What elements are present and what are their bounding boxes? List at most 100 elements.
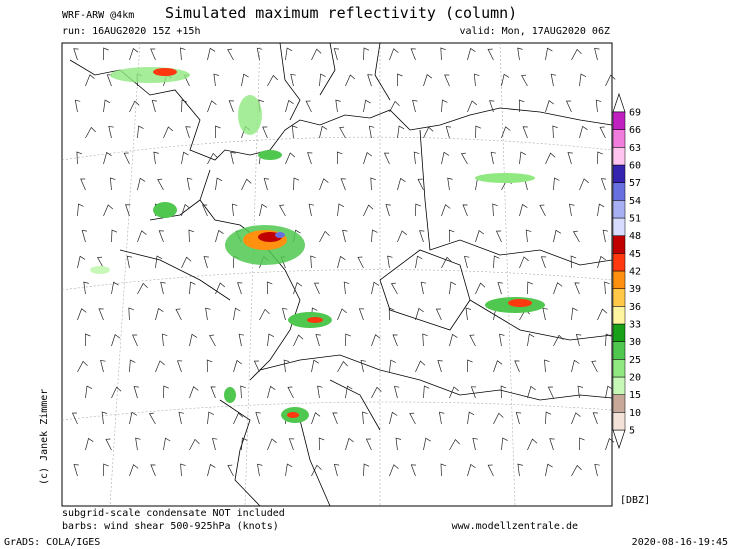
wind-barb (501, 126, 511, 139)
wind-barb (203, 256, 209, 269)
colorbar-end (612, 92, 626, 113)
wind-barb (449, 386, 459, 399)
colorbar-label: 51 (629, 214, 641, 225)
wind-barb (241, 178, 252, 191)
wind-barb (207, 411, 214, 425)
wind-barb (594, 47, 600, 61)
wind-barb (579, 73, 587, 87)
wind-barb (570, 255, 577, 269)
wind-barb (233, 412, 244, 425)
wind-barb (363, 152, 373, 165)
wind-barb (415, 360, 426, 373)
wind-barb (310, 255, 316, 269)
wind-barb (412, 99, 418, 113)
wind-barb (368, 125, 375, 139)
wind-barb (371, 229, 378, 243)
colorbar-label: 69 (629, 108, 641, 119)
colorbar-box (612, 341, 626, 360)
wind-barb (339, 126, 346, 139)
colorbar: 5 10 15 20 25 30 33 36 39 42 45 48 51 54 57 60 63 66 69 (612, 92, 641, 450)
wind-barb (465, 307, 472, 321)
colorbar-label: 33 (629, 320, 641, 331)
wind-barb (437, 360, 443, 373)
wind-barb (567, 152, 573, 165)
wind-barb (441, 99, 448, 113)
wind-barb (207, 463, 216, 477)
wind-barb (227, 48, 234, 61)
wind-barb (333, 48, 340, 61)
wind-barb (363, 463, 370, 477)
wind-barb (285, 152, 296, 165)
colorbar-box (612, 200, 626, 219)
wind-barb (444, 74, 450, 87)
colorbar-label: 36 (629, 302, 641, 313)
wind-barb (337, 255, 346, 269)
wind-barb (487, 48, 494, 61)
wind-barb (308, 203, 315, 217)
wind-barb (397, 230, 407, 243)
wind-barb (189, 333, 198, 347)
reflectivity (90, 67, 545, 423)
wind-barb (519, 256, 529, 269)
wind-barb (519, 151, 527, 165)
wind-barb (137, 230, 147, 243)
wind-barb (345, 74, 356, 87)
map-frame (61, 42, 613, 507)
wind-barb (441, 204, 451, 217)
wind-barb (342, 229, 348, 243)
wind-barb (129, 100, 140, 113)
wind-barb (397, 177, 406, 191)
colorbar-box (612, 182, 626, 201)
wind-barb (293, 334, 304, 347)
wind-barb (472, 437, 478, 451)
wind-barb (279, 204, 286, 217)
wind-barb (409, 412, 416, 425)
wind-barb (129, 411, 137, 425)
wind-barb (150, 48, 156, 61)
wind-barb (103, 204, 114, 217)
wind-barb (129, 464, 139, 477)
colorbar-box (612, 129, 626, 148)
wind-barb (181, 256, 192, 269)
wind-barb (111, 334, 121, 347)
wind-barb (387, 255, 393, 269)
wind-barb (605, 385, 613, 399)
wind-barb (206, 359, 213, 373)
wind-barb (287, 386, 294, 399)
wind-barb (415, 255, 423, 269)
wind-barb (180, 463, 186, 477)
wind-barb (77, 360, 88, 373)
wind-barb (415, 307, 424, 321)
wind-barb (181, 99, 188, 113)
wind-barb (85, 333, 91, 347)
wind-barb (103, 47, 109, 61)
wind-barb (311, 464, 322, 477)
wind-barb (501, 437, 508, 451)
wind-barb (599, 126, 606, 139)
wind-barb (577, 385, 584, 399)
wind-barb (175, 308, 182, 321)
wind-barb (569, 203, 575, 217)
wind-barb (527, 385, 536, 399)
wind-barb (227, 464, 234, 477)
wind-barb (155, 307, 164, 321)
wind-barb (282, 307, 288, 321)
wind-barb (591, 360, 598, 373)
wind-barb (449, 439, 460, 451)
wind-barb (389, 100, 400, 113)
wind-barb (597, 255, 606, 269)
wind-barb (108, 125, 114, 139)
wind-barb (255, 412, 261, 425)
wind-barb (495, 230, 502, 243)
wind-barb (189, 281, 196, 295)
wind-barb (363, 204, 374, 217)
wind-barb (267, 74, 278, 87)
wind-barb (440, 47, 446, 61)
wind-barb (137, 282, 148, 295)
wind-barb (337, 361, 348, 373)
wind-barb (319, 230, 330, 243)
wind-barb (241, 437, 248, 451)
wind-barb (125, 204, 131, 217)
wind-barb (553, 177, 560, 191)
colorbar-label: 54 (629, 196, 641, 207)
